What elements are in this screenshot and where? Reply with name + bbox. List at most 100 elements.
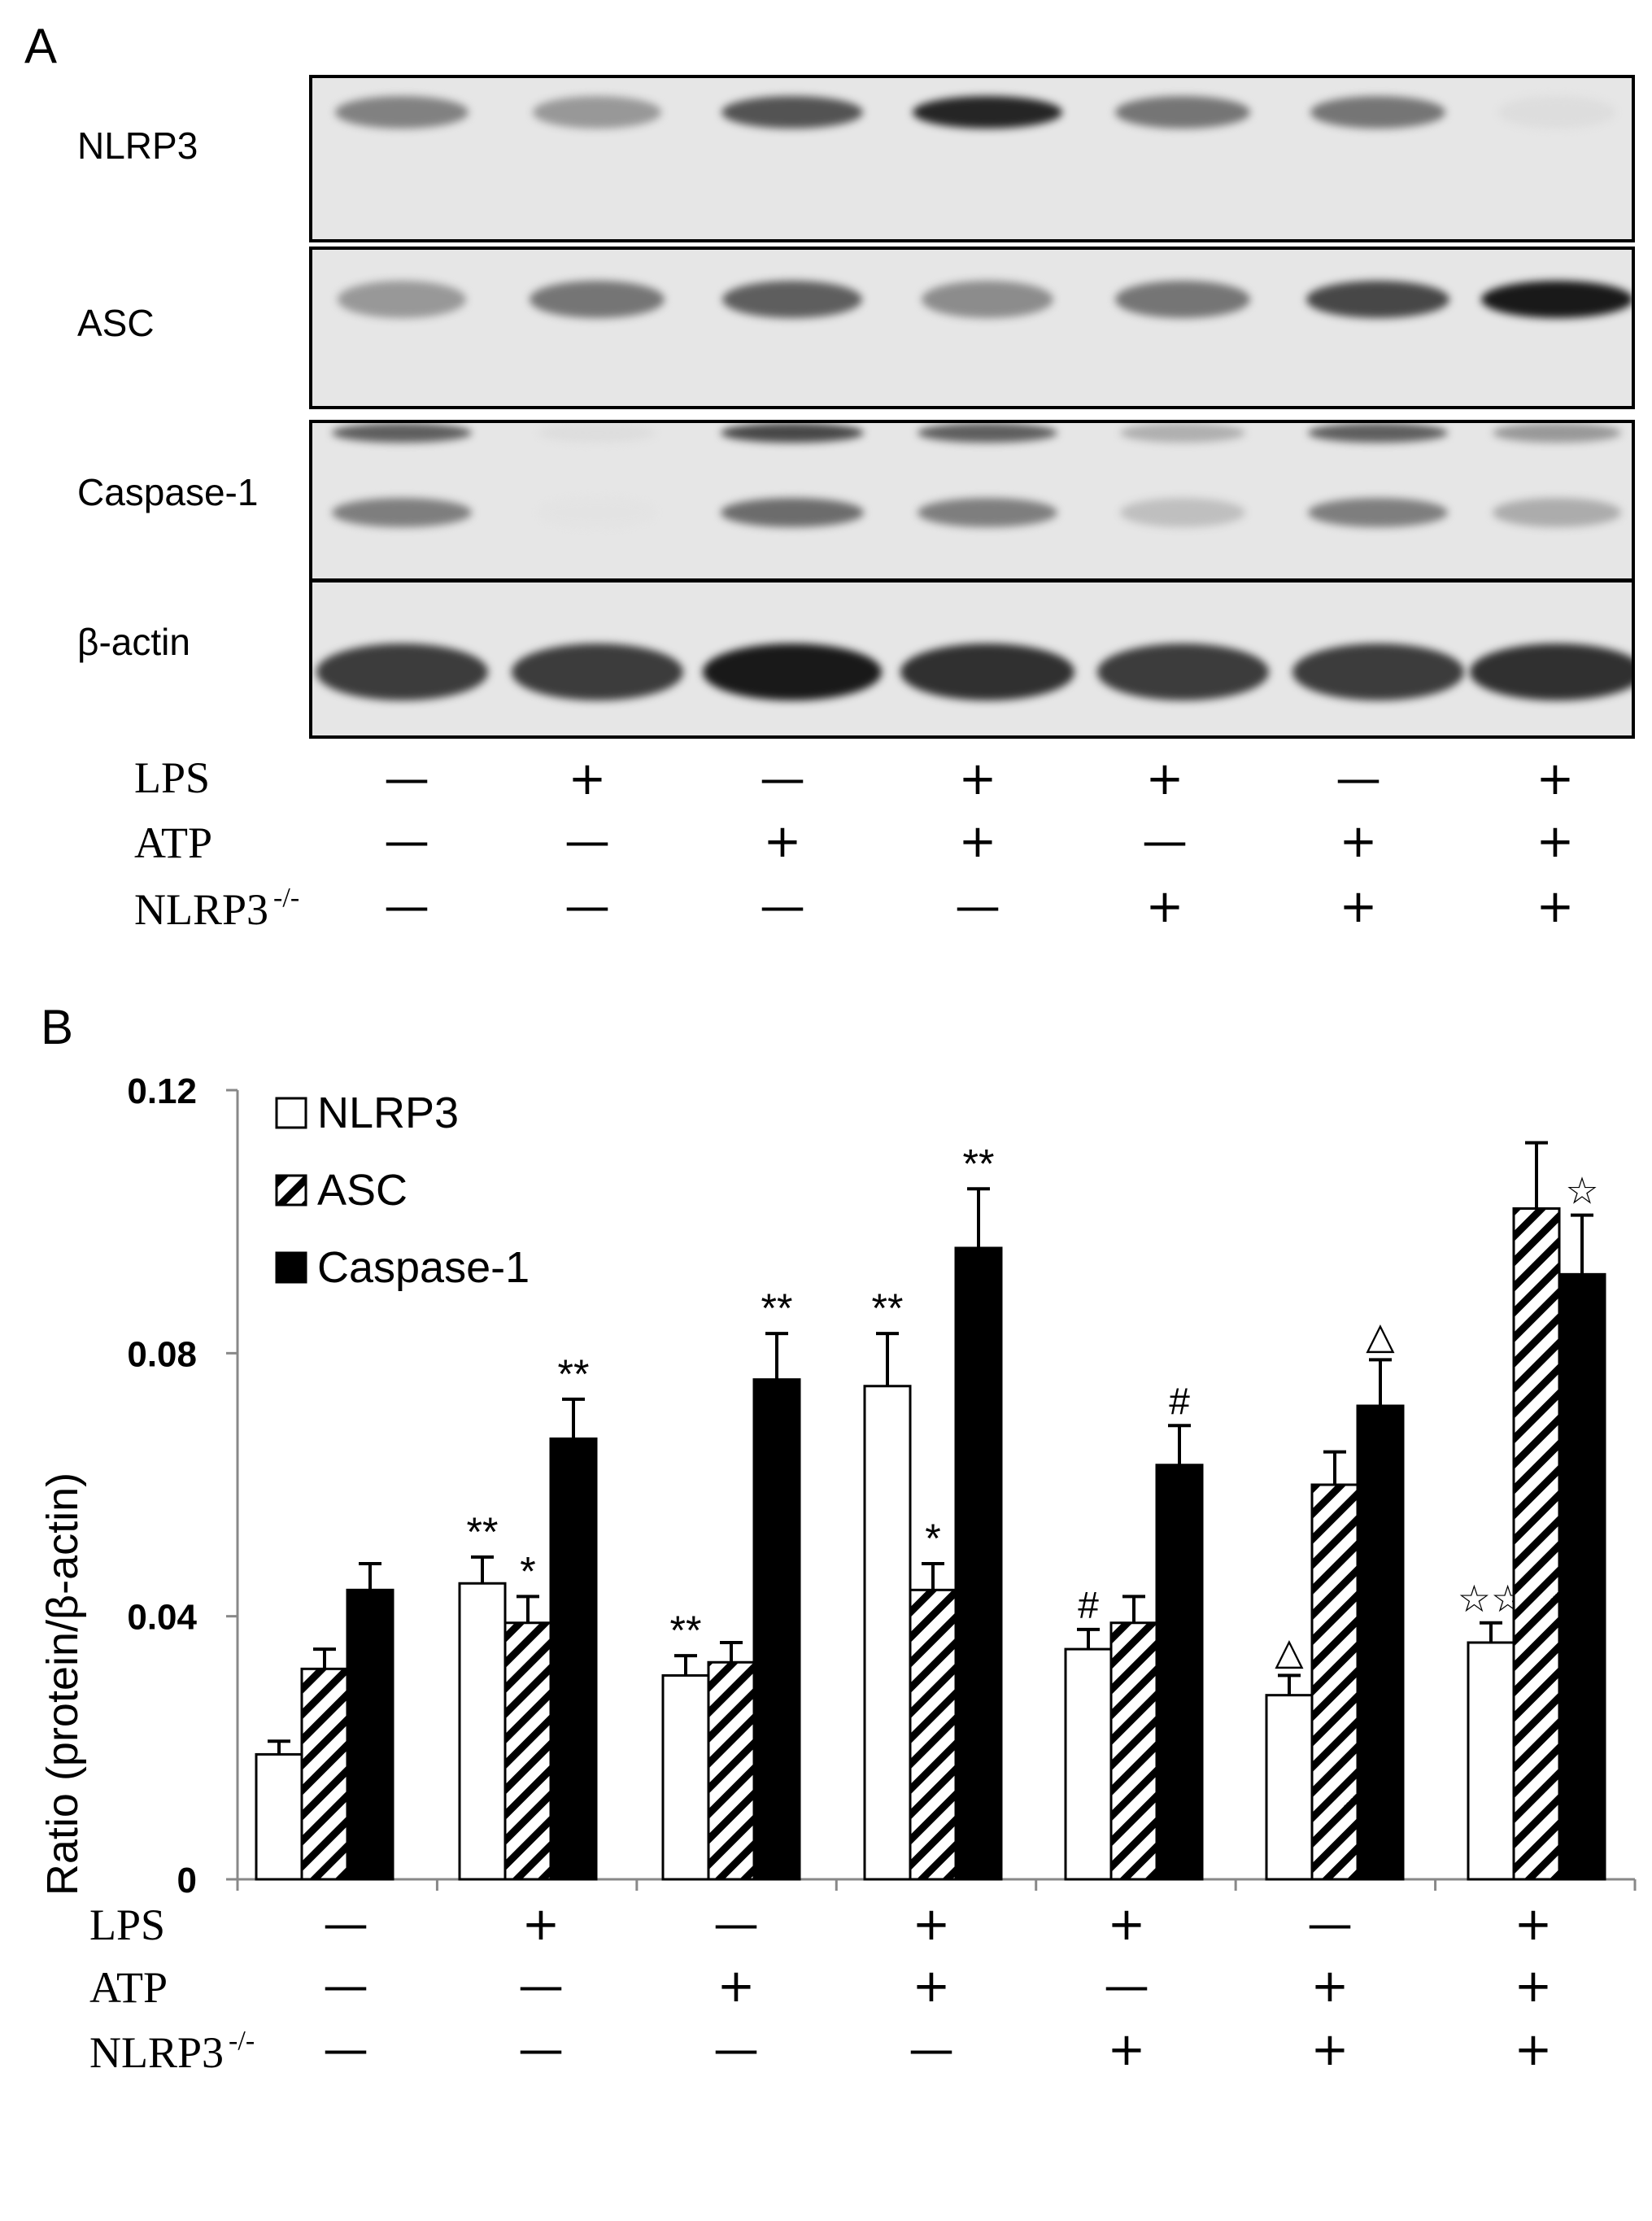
legend-swatch	[275, 1097, 307, 1129]
band	[703, 644, 882, 700]
treatment-sign: +	[1310, 2023, 1349, 2076]
legend-label: NLRP3	[317, 1089, 459, 1137]
significance-mark: *	[925, 1516, 940, 1561]
band	[529, 281, 665, 318]
y-tick-label: 0.12	[127, 1071, 197, 1111]
treatment-sign: —	[518, 1960, 564, 2013]
band	[1492, 423, 1622, 443]
bar-chart: Ratio (protein/β-actin) 00.040.080.12 **…	[38, 1071, 1637, 1900]
band	[721, 96, 864, 129]
treatment-sign: +	[1536, 815, 1575, 868]
treatment-sign: —	[564, 815, 610, 868]
band	[912, 96, 1063, 129]
y-tick-label: 0	[177, 1861, 197, 1900]
axes: 0 0.04 0.08 0.12	[127, 1071, 1637, 1900]
a-treatment-label-atp: ATP	[134, 818, 213, 867]
band	[1292, 644, 1464, 700]
treatment-sign: +	[763, 815, 802, 868]
band	[1114, 96, 1251, 129]
bar	[300, 1667, 349, 1881]
treatment-sign: —	[760, 753, 805, 805]
band	[918, 423, 1057, 443]
band	[337, 281, 467, 318]
band	[720, 423, 865, 443]
bar	[1064, 1647, 1113, 1881]
blot-label-beta-actin: β-actin	[77, 621, 190, 663]
band	[900, 644, 1074, 700]
treatment-sign: +	[1107, 2023, 1146, 2076]
significance-mark: **	[963, 1141, 995, 1186]
treatment-sign: +	[1536, 753, 1575, 805]
band	[1480, 281, 1632, 318]
band	[538, 423, 656, 443]
band	[1470, 644, 1632, 700]
treatment-sign: +	[1310, 1960, 1349, 2013]
band	[1096, 644, 1269, 700]
bar	[255, 1752, 303, 1881]
band	[511, 644, 683, 700]
bar	[752, 1378, 801, 1881]
treatment-sign: —	[1142, 815, 1188, 868]
panel-b-letter: B	[41, 1000, 74, 1054]
significance-mark: △	[1366, 1314, 1395, 1356]
panel-a-letter: A	[24, 19, 58, 73]
treatment-sign: +	[1536, 880, 1575, 933]
significance-mark: **	[467, 1509, 499, 1555]
legend: NLRP3 ASC Caspase-1	[275, 1089, 530, 1292]
significance-mark: △	[1275, 1630, 1304, 1672]
blot-asc	[309, 247, 1635, 409]
band	[1114, 281, 1251, 318]
bar	[863, 1385, 912, 1881]
b-treatment-label-atp: ATP	[89, 1963, 168, 2012]
b-treatment-label-nlrp3-ko: NLRP3 -/-	[89, 2026, 255, 2077]
treatment-sign: +	[912, 1960, 951, 2013]
treatment-sign: —	[384, 880, 429, 933]
band	[918, 498, 1057, 527]
significance-mark: *	[520, 1548, 535, 1594]
bar	[1310, 1483, 1359, 1881]
treatment-sign: —	[1336, 753, 1381, 805]
bar	[1558, 1272, 1606, 1881]
treatment-sign: +	[1514, 1898, 1553, 1951]
band	[332, 423, 472, 443]
band	[922, 281, 1053, 318]
treatment-sign: —	[518, 2023, 564, 2076]
a-treatment-label-lps: LPS	[134, 753, 211, 802]
band	[1492, 498, 1622, 527]
band	[720, 498, 865, 527]
bar	[954, 1246, 1003, 1881]
bar	[1356, 1404, 1405, 1881]
treatment-sign: —	[384, 815, 429, 868]
band	[1305, 281, 1450, 318]
significance-mark: #	[1078, 1584, 1099, 1626]
blot-nlrp3	[309, 75, 1635, 242]
legend-swatch	[275, 1174, 307, 1206]
significance-mark: **	[761, 1285, 793, 1331]
treatment-sign: —	[323, 1898, 368, 1951]
band	[1120, 423, 1245, 443]
band	[316, 644, 488, 700]
treatment-sign: —	[955, 880, 1000, 933]
bar	[346, 1588, 394, 1881]
bar	[549, 1437, 598, 1881]
treatment-sign: —	[564, 880, 610, 933]
band	[1308, 423, 1448, 443]
band	[334, 96, 469, 129]
bar	[1265, 1694, 1314, 1881]
y-axis-label: Ratio (protein/β-actin)	[38, 1473, 87, 1896]
treatment-sign: +	[1339, 880, 1378, 933]
treatment-sign: +	[958, 753, 997, 805]
blot-label-nlrp3: NLRP3	[77, 124, 198, 167]
bars: ******#△☆☆********#△☆	[255, 1141, 1606, 1881]
band	[532, 96, 662, 129]
blot-label-asc: ASC	[77, 302, 155, 344]
treatment-sign: +	[1339, 815, 1378, 868]
significance-mark: #	[1169, 1380, 1190, 1422]
band	[1310, 96, 1446, 129]
y-tick-label: 0.04	[127, 1598, 197, 1638]
treatment-sign: +	[912, 1898, 951, 1951]
blot-beta-actin	[309, 579, 1635, 739]
bar	[707, 1660, 756, 1881]
bar	[503, 1621, 552, 1881]
band	[1308, 498, 1448, 527]
